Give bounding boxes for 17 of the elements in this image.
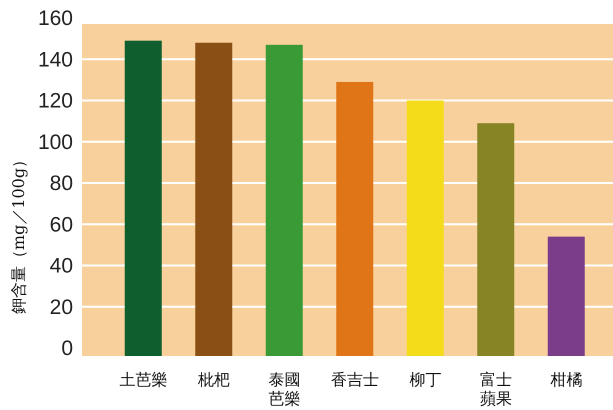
x-tick-label: 柳丁 [409, 371, 442, 389]
y-tick-label: 120 [38, 90, 73, 112]
y-tick-label: 100 [38, 130, 73, 154]
x-tick-label: 枇杷 [196, 372, 230, 389]
x-tick-label: 富士蘋果 [480, 371, 512, 408]
x-tick-label: 泰國芭樂 [268, 372, 300, 408]
y-tick-label: 40 [50, 254, 73, 278]
y-tick-label: 160 [38, 7, 73, 30]
x-tick-label: 香吉士 [330, 371, 379, 389]
y-tick-label: 0 [61, 337, 73, 360]
y-tick-label: 140 [38, 48, 73, 72]
y-tick-label: 20 [50, 296, 73, 319]
y-tick-label: 60 [50, 213, 73, 236]
y-axis-title: 鉀含量（mg／100g） [9, 152, 28, 314]
x-tick-label: 柑橘 [549, 371, 582, 389]
x-tick-label: 土芭樂 [119, 371, 168, 389]
y-tick-label: 80 [50, 172, 73, 195]
